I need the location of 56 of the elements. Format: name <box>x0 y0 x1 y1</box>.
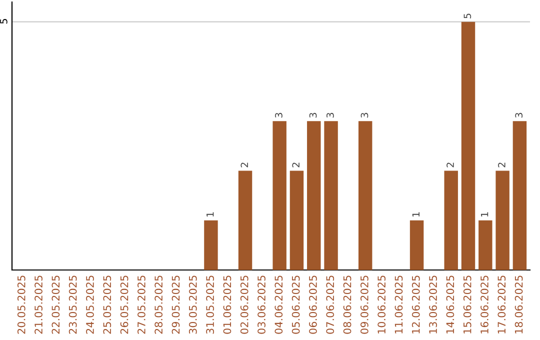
x-tick-label: 11.06.2025 <box>394 276 403 334</box>
data-label: 2 <box>292 162 300 168</box>
x-tick-label: 22.05.2025 <box>52 276 60 334</box>
x-tick-label: 02.06.2025 <box>240 276 248 334</box>
x-tick-label: 03.06.2025 <box>258 276 266 334</box>
x-tick-label: 18.06.2025 <box>514 276 523 334</box>
data-label: 2 <box>498 162 506 168</box>
bar <box>290 170 304 270</box>
x-tick-label: 24.05.2025 <box>86 276 94 334</box>
x-tick-label: 12.06.2025 <box>412 276 420 334</box>
bar <box>478 220 492 270</box>
x-tick-label: 08.06.2025 <box>343 276 352 334</box>
x-tick-label: 31.05.2025 <box>206 276 214 334</box>
x-tick-label: 01.06.2025 <box>223 276 232 334</box>
data-label: 1 <box>412 212 420 217</box>
data-label: 3 <box>326 112 334 118</box>
bar <box>496 170 510 270</box>
bar <box>410 220 424 270</box>
x-tick-label: 15.06.2025 <box>463 276 472 334</box>
x-tick-label: 29.05.2025 <box>172 276 180 334</box>
x-tick-label: 05.06.2025 <box>292 276 300 334</box>
data-label: 1 <box>481 212 488 217</box>
bar <box>324 121 338 270</box>
data-label: 5 <box>464 14 472 18</box>
x-tick-label: 14.06.2025 <box>446 276 454 334</box>
data-label: 3 <box>275 112 282 118</box>
x-tick-label: 04.06.2025 <box>274 276 283 334</box>
x-tick-label: 13.06.2025 <box>429 276 437 334</box>
data-label: 1 <box>206 212 214 217</box>
x-tick-label: 25.05.2025 <box>103 276 112 334</box>
x-tick-label: 23.05.2025 <box>68 276 77 334</box>
bar <box>358 121 372 270</box>
data-label: 3 <box>309 112 317 118</box>
x-tick-label: 30.05.2025 <box>188 276 197 334</box>
x-tick-label: 07.06.2025 <box>326 276 334 334</box>
bar <box>238 170 252 270</box>
bar <box>307 121 321 270</box>
data-label: 2 <box>240 162 248 168</box>
x-tick-label: 28.05.2025 <box>154 276 163 334</box>
bar <box>204 220 218 270</box>
data-label: 3 <box>515 112 523 118</box>
x-tick-label: 17.06.2025 <box>498 276 506 334</box>
data-label: 2 <box>446 162 454 168</box>
x-tick-label: 20.05.2025 <box>17 276 26 334</box>
data-label: 3 <box>360 112 368 118</box>
bar <box>461 22 476 270</box>
bar <box>512 121 527 270</box>
x-tick-label: 26.05.2025 <box>120 276 128 334</box>
x-tick-label: 09.06.2025 <box>360 276 368 334</box>
bar <box>272 121 286 270</box>
x-tick-label: 16.06.2025 <box>480 276 488 334</box>
x-tick-label: 10.06.2025 <box>378 276 386 334</box>
x-tick-label: 27.05.2025 <box>138 276 146 334</box>
bar <box>444 170 458 270</box>
x-tick-label: 06.06.2025 <box>309 276 317 334</box>
x-tick-label: 21.05.2025 <box>34 276 42 334</box>
